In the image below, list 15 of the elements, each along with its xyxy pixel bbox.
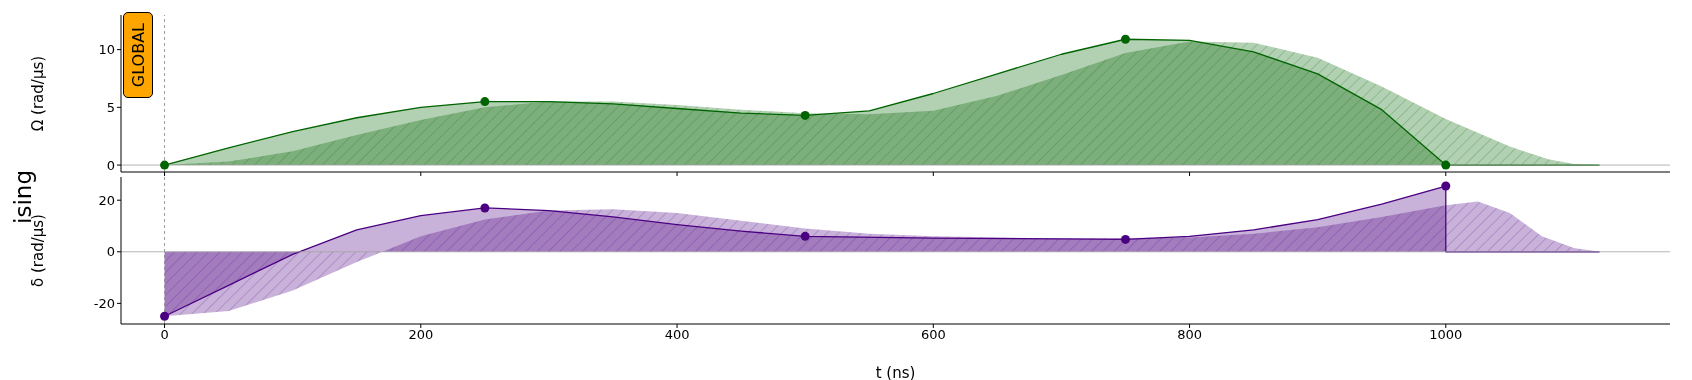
y-tick-label: 0	[106, 244, 115, 260]
y-tick-label: 5	[106, 99, 115, 115]
annotation: GLOBAL	[128, 22, 148, 88]
x-axis-title: t (ns)	[875, 364, 916, 380]
y-tick-label: 20	[98, 192, 115, 208]
x-tick-label: 600	[920, 327, 946, 343]
x-tick-label: 1000	[1429, 327, 1463, 343]
x-tick-label: 800	[1177, 327, 1202, 343]
y-tick-label: -20	[93, 295, 115, 311]
y-axis-title: Ω (rad/µs)	[29, 55, 48, 132]
x-tick-label: 400	[664, 327, 690, 343]
x-tick-label: 200	[408, 327, 434, 343]
y-tick-label: 10	[98, 42, 115, 58]
y-tick-label: 0	[106, 157, 115, 173]
x-tick-label: 0	[160, 327, 169, 343]
